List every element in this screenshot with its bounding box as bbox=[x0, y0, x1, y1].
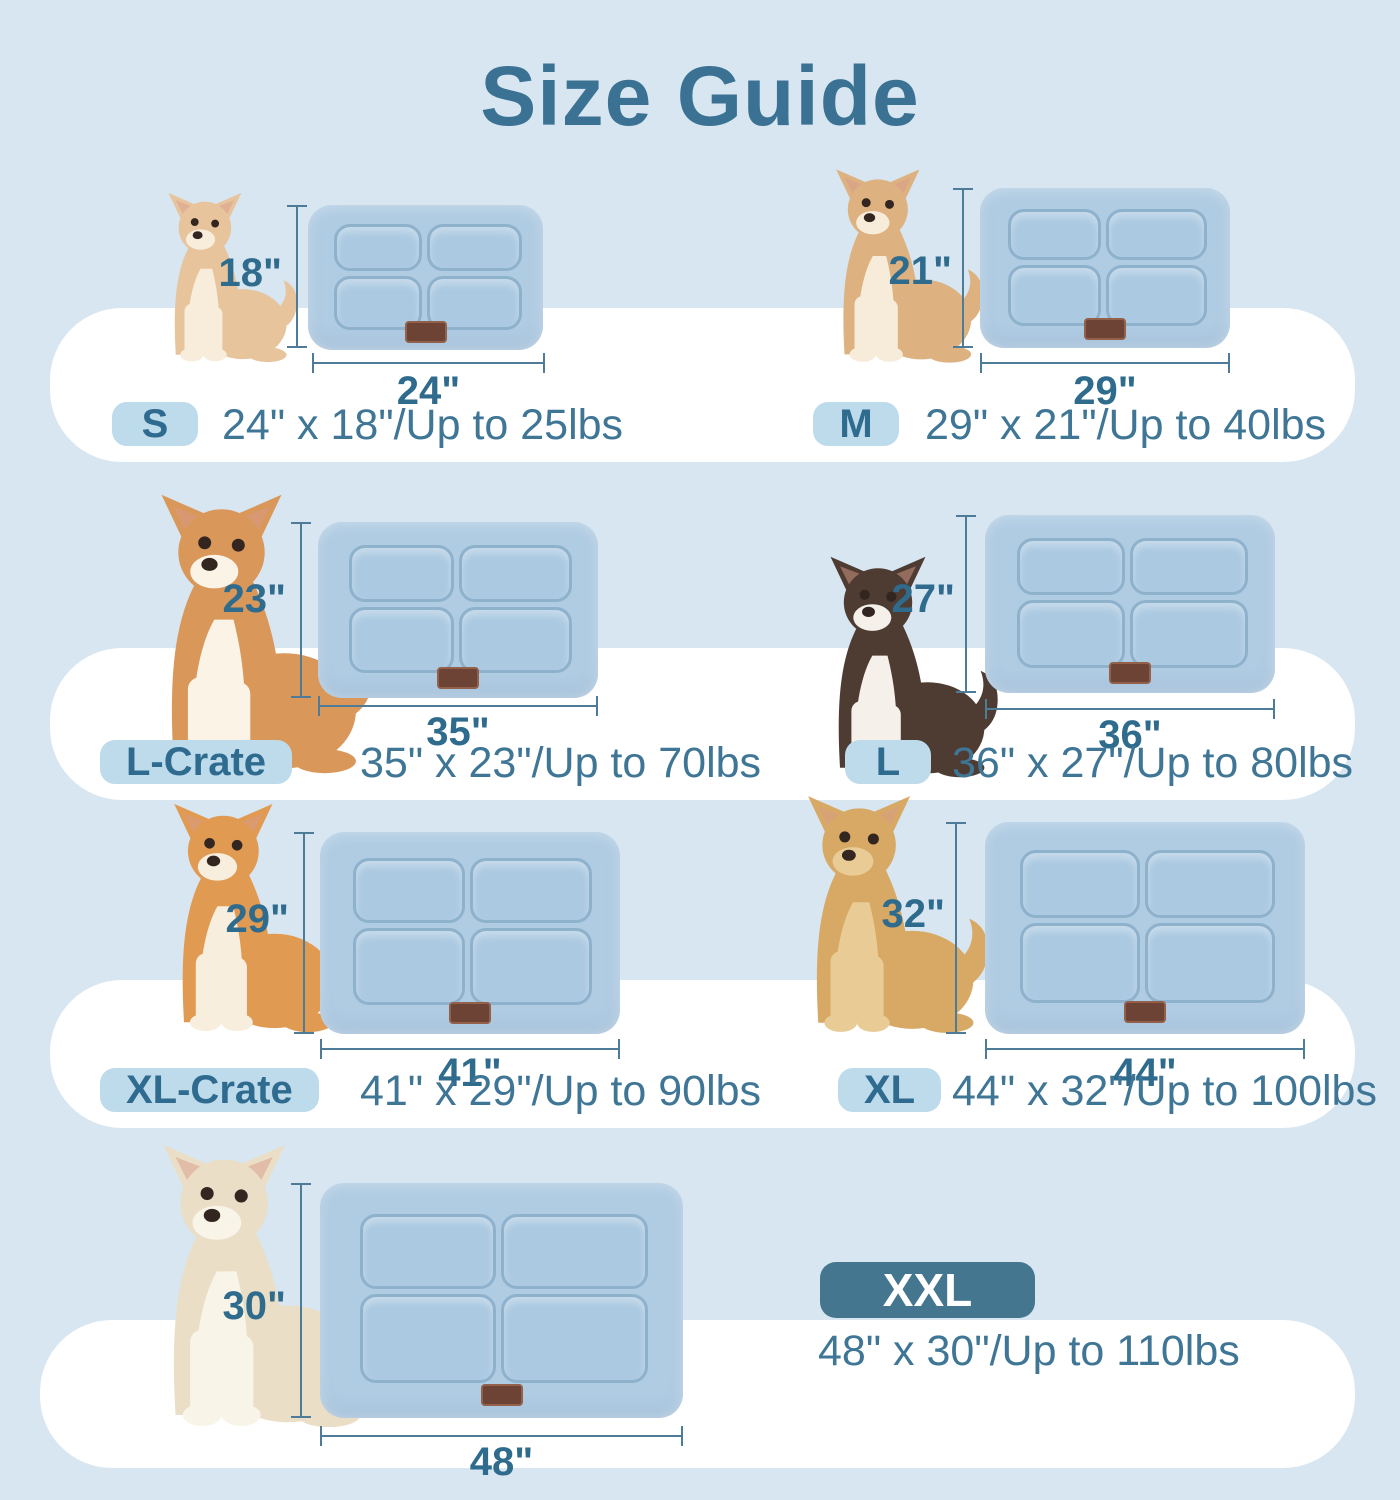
width-dimension-line bbox=[318, 696, 598, 716]
size-badge-m: M bbox=[813, 402, 899, 446]
size-spec-text: 36" x 27"/Up to 80lbs bbox=[952, 739, 1354, 787]
height-dimension-label: 27" bbox=[891, 577, 955, 621]
mat-quilt-pattern bbox=[333, 223, 523, 331]
height-dimension-line bbox=[953, 188, 973, 348]
crate-mat-large bbox=[985, 515, 1275, 693]
mat-brand-tag bbox=[1084, 318, 1126, 340]
width-dimension-label: 24" bbox=[396, 369, 461, 413]
mat-brand-tag bbox=[1109, 662, 1151, 685]
width-dimension-label: 44" bbox=[1113, 1051, 1177, 1095]
page-title: Size Guide bbox=[480, 49, 920, 143]
size-badge-s: S bbox=[112, 402, 198, 446]
dog-border-collie-image bbox=[783, 486, 1011, 781]
size-badge-l: L bbox=[845, 740, 931, 784]
size-badge-xl-crate: XL-Crate bbox=[100, 1068, 319, 1112]
mat-brand-tag bbox=[480, 1384, 523, 1407]
height-dimension-label: 23" bbox=[222, 577, 286, 621]
mat-brand-tag bbox=[404, 320, 447, 343]
height-dimension-line bbox=[291, 1183, 311, 1418]
size-spec-text: 35" x 23"/Up to 70lbs bbox=[360, 739, 762, 787]
height-dimension-line bbox=[956, 515, 976, 693]
size-spec-text: 48" x 30"/Up to 110lbs bbox=[818, 1327, 1240, 1375]
size-spec-text: 41" x 29"/Up to 90lbs bbox=[360, 1067, 762, 1115]
mat-quilt-pattern bbox=[1016, 538, 1249, 668]
width-dimension-label: 48" bbox=[469, 1440, 534, 1484]
width-dimension-line bbox=[312, 353, 545, 373]
size-badge-xxl: XXL bbox=[820, 1262, 1035, 1318]
mat-quilt-pattern bbox=[348, 544, 573, 674]
mat-brand-tag bbox=[449, 1001, 491, 1024]
mat-quilt-pattern bbox=[353, 858, 592, 1005]
width-dimension-line bbox=[980, 353, 1230, 373]
width-dimension-label: 29" bbox=[1073, 369, 1137, 413]
height-dimension-label: 32" bbox=[881, 892, 945, 936]
mat-brand-tag bbox=[437, 667, 479, 690]
mat-brand-tag bbox=[1124, 1001, 1166, 1024]
height-dimension-label: 18" bbox=[218, 251, 282, 295]
width-dimension-line bbox=[320, 1039, 620, 1059]
width-dimension-line bbox=[985, 1039, 1305, 1059]
height-dimension-label: 30" bbox=[222, 1284, 286, 1328]
size-spec-text: 29" x 21"/Up to 40lbs bbox=[925, 401, 1327, 449]
crate-mat-medium bbox=[980, 188, 1230, 348]
height-dimension-line bbox=[291, 522, 311, 698]
crate-mat-xxl bbox=[320, 1183, 683, 1418]
height-dimension-line bbox=[287, 205, 307, 348]
height-dimension-line bbox=[294, 832, 314, 1034]
crate-mat-xl bbox=[985, 822, 1305, 1034]
width-dimension-line bbox=[320, 1426, 683, 1446]
height-dimension-line bbox=[946, 822, 966, 1034]
size-spec-text: 44" x 32"/Up to 100lbs bbox=[952, 1067, 1377, 1115]
width-dimension-label: 36" bbox=[1098, 713, 1162, 757]
size-badge-l-crate: L-Crate bbox=[100, 740, 293, 784]
size-badge-xl: XL bbox=[838, 1068, 942, 1112]
mat-quilt-pattern bbox=[359, 1213, 649, 1384]
crate-mat-small bbox=[308, 205, 543, 350]
size-spec-text: 24" x 18"/Up to 25lbs bbox=[222, 401, 624, 449]
width-dimension-label: 41" bbox=[438, 1051, 502, 1095]
crate-mat-l-crate bbox=[318, 522, 598, 698]
height-dimension-label: 21" bbox=[888, 249, 952, 293]
width-dimension-label: 35" bbox=[426, 710, 490, 754]
width-dimension-line bbox=[985, 699, 1275, 719]
crate-mat-xl-crate bbox=[320, 832, 620, 1034]
height-dimension-label: 29" bbox=[225, 897, 289, 941]
mat-quilt-pattern bbox=[1007, 208, 1208, 326]
mat-quilt-pattern bbox=[1020, 849, 1275, 1003]
